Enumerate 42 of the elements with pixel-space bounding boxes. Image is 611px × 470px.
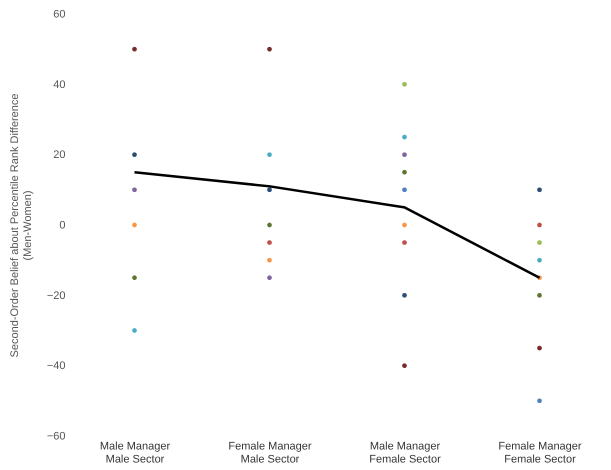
point	[402, 170, 407, 175]
y-tick-label: 0	[59, 220, 66, 232]
point	[267, 275, 272, 280]
point	[267, 187, 272, 192]
point	[267, 240, 272, 245]
point	[402, 222, 407, 228]
line-series	[133, 171, 541, 279]
y-axis-title: Second-Order Belief about Percentile Rank Difference (Men-Women)	[8, 94, 34, 358]
point	[132, 275, 137, 280]
x-tick-label: Female Manager Female Sector	[498, 440, 582, 466]
x-tick-label: Male Manager Female Sector	[369, 440, 442, 466]
point	[267, 46, 272, 52]
y-tick-label: −20	[46, 290, 66, 302]
point	[267, 152, 272, 158]
point	[132, 152, 137, 158]
point	[402, 240, 407, 245]
y-tick-label: 20	[53, 149, 66, 162]
point	[132, 222, 137, 228]
point	[402, 152, 407, 158]
point	[537, 222, 542, 228]
point	[267, 222, 272, 228]
point	[537, 258, 542, 263]
point	[537, 187, 542, 192]
point	[402, 363, 407, 368]
point	[402, 292, 407, 298]
y-tick-label: 40	[53, 78, 66, 91]
point	[537, 292, 542, 298]
y-tick-label: −40	[46, 360, 66, 372]
point	[537, 240, 542, 245]
point	[402, 187, 407, 192]
x-tick-label: Male Manager Male Sector	[100, 440, 170, 466]
point	[132, 187, 137, 192]
point	[537, 346, 542, 350]
y-tick-label: −60	[46, 430, 66, 442]
x-tick-label: Female Manager Male Sector	[228, 440, 312, 466]
point	[132, 46, 137, 52]
point	[267, 258, 272, 263]
point	[402, 82, 407, 87]
y-tick-label: 60	[53, 8, 66, 20]
point	[402, 134, 407, 140]
point	[537, 398, 542, 404]
point	[132, 328, 137, 333]
